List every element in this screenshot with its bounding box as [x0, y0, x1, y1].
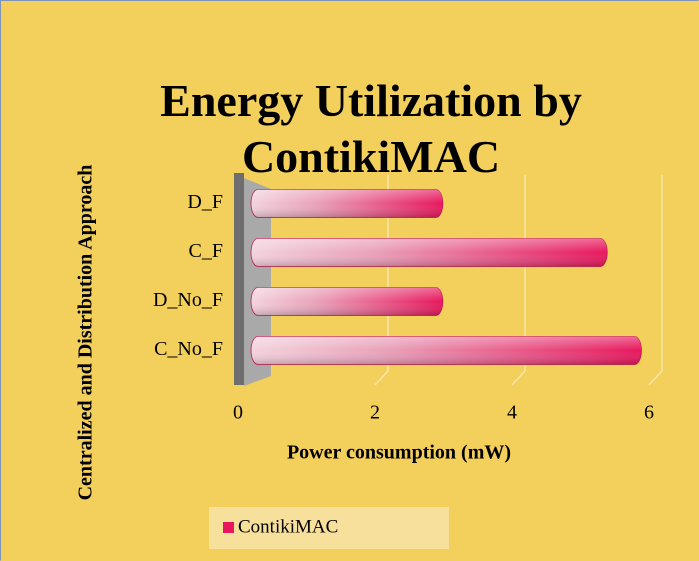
- bar-shade: [251, 238, 608, 267]
- wall-edge: [234, 173, 244, 385]
- legend-box: [209, 507, 449, 549]
- legend-swatch: [223, 522, 234, 533]
- y-tick-label: C_No_F: [154, 338, 223, 360]
- x-axis-title: Power consumption (mW): [287, 442, 511, 464]
- x-tick-label: 0: [233, 402, 243, 424]
- y-tick-label: D_No_F: [153, 289, 223, 311]
- x-tick-label: 4: [507, 402, 517, 424]
- y-tick-label: D_F: [187, 191, 223, 213]
- bar-shade: [251, 189, 443, 218]
- x-tick-label: 6: [644, 402, 654, 424]
- grid-line: [648, 175, 663, 386]
- legend-label: ContikiMAC: [238, 516, 338, 537]
- side-wall: [244, 178, 271, 386]
- y-tick-label: C_F: [189, 240, 223, 262]
- x-tick-label: 2: [370, 402, 380, 424]
- bar-shade: [251, 287, 443, 316]
- bar-shade: [251, 336, 642, 365]
- chart-title: Energy Utilization by ContikiMAC: [160, 75, 582, 182]
